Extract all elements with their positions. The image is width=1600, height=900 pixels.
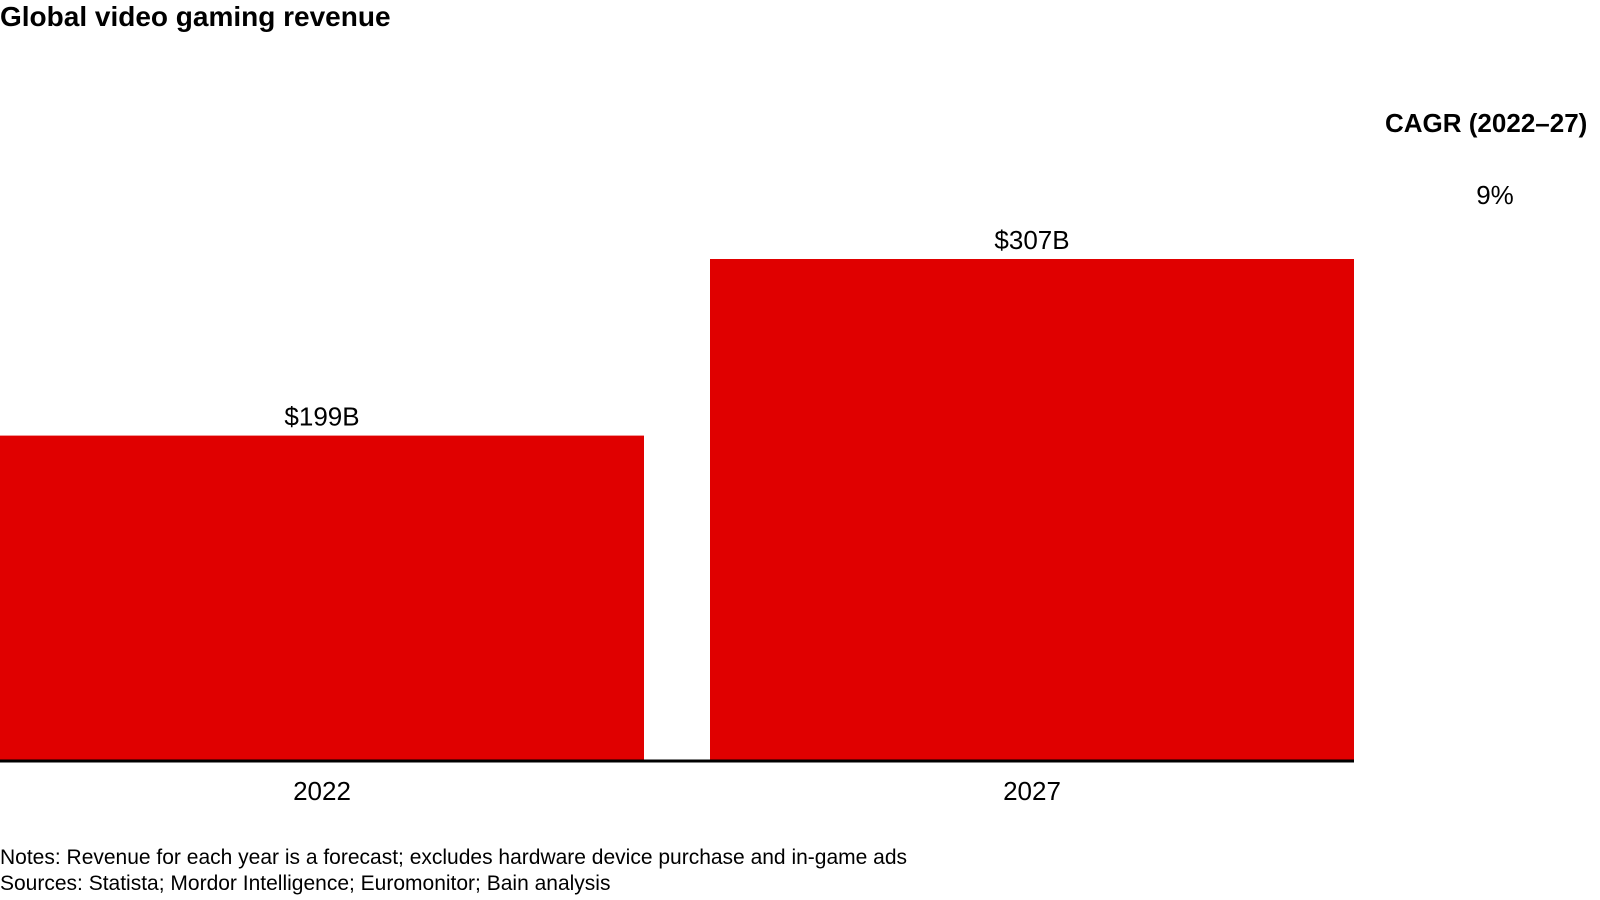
bars-layer [0,259,1354,761]
x-tick-label-2022: 2022 [293,776,351,806]
data-label-2027: $307B [994,225,1069,255]
cagr-header: CAGR (2022–27) [1385,108,1588,138]
bar-2022 [0,435,644,761]
chart-title: Global video gaming revenue [0,1,391,32]
notes-text: Notes: Revenue for each year is a foreca… [0,846,907,869]
cagr-value: 9% [1476,180,1514,210]
bar-2027 [710,259,1354,761]
labels-layer: $199B 2022 $307B 2027 [284,225,1069,806]
sources-text: Sources: Statista; Mordor Intelligence; … [0,872,611,895]
data-label-2022: $199B [284,402,359,432]
x-tick-label-2027: 2027 [1003,776,1061,806]
notes-block: Notes: Revenue for each year is a foreca… [0,845,907,897]
